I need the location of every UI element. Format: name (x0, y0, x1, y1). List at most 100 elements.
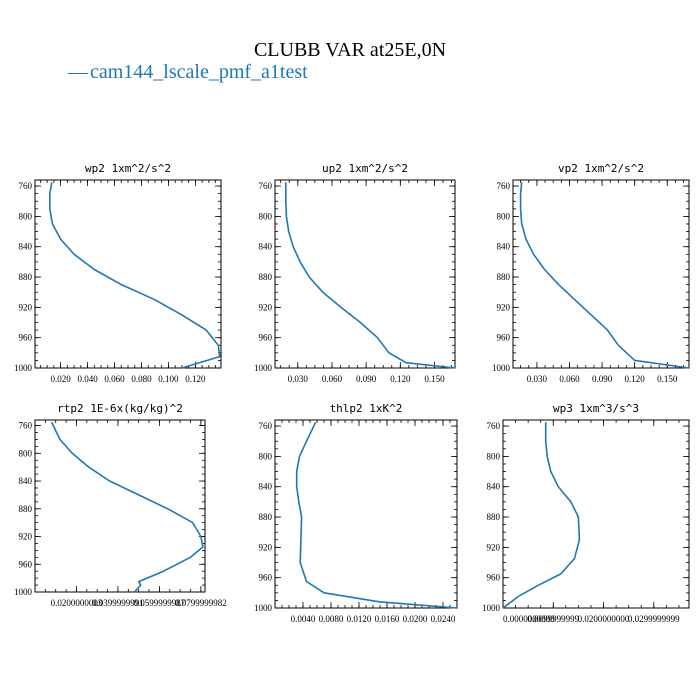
x-tick-label: 0.040 (77, 374, 98, 384)
plot-frame (512, 179, 690, 369)
y-tick-label: 840 (259, 482, 273, 492)
y-tick-label: 880 (487, 512, 501, 522)
x-tick-label: 0.0000000000 (503, 614, 555, 624)
y-tick-label: 1000 (482, 603, 501, 613)
legend: — cam144_lscale_pmf_a1test (67, 61, 308, 83)
plot-frame (274, 419, 458, 609)
x-tick-label: 0.0040 (291, 614, 316, 624)
y-tick-label: 800 (259, 451, 273, 461)
x-tick-label: 0.150 (424, 374, 445, 384)
plot-frame (34, 419, 206, 593)
x-tick-label: 0.0080 (319, 614, 344, 624)
x-tick-label: 0.0120 (347, 614, 372, 624)
panel-5: thlp2 1xK^2 0.0040 0.0080 0.0120 0.0160 0.020… (254, 402, 458, 624)
x-tick-label: 0.0160 (375, 614, 400, 624)
x-tick-label: 0.060 (104, 374, 125, 384)
y-tick-label: 1000 (492, 363, 511, 373)
x-tick-label: 0.120 (185, 374, 206, 384)
y-tick-label: 920 (487, 542, 501, 552)
y-tick-label: 920 (259, 302, 273, 312)
y-tick-label: 840 (487, 482, 501, 492)
x-tick-label: 0.090 (356, 374, 377, 384)
y-tick-label: 760 (19, 421, 33, 431)
y-tick-label: 920 (497, 302, 511, 312)
y-tick-label: 960 (19, 333, 33, 343)
y-tick-label: 960 (19, 559, 33, 569)
panel-title: wp2 1xm^2/s^2 (85, 162, 171, 175)
y-tick-label: 760 (259, 181, 273, 191)
legend-label: cam144_lscale_pmf_a1test (90, 61, 308, 83)
y-tick-label: 1000 (254, 363, 273, 373)
panel-title: vp2 1xm^2/s^2 (558, 162, 644, 175)
x-tick-label: 0.0200 (403, 614, 428, 624)
plot-frame (274, 179, 456, 369)
x-tick-label: 0.020 (50, 374, 71, 384)
y-tick-label: 760 (487, 421, 501, 431)
x-tick-label: 0.060 (322, 374, 343, 384)
y-tick-label: 840 (19, 476, 33, 486)
y-tick-label: 800 (487, 451, 501, 461)
y-tick-label: 840 (19, 242, 33, 252)
y-tick-label: 960 (497, 333, 511, 343)
x-tick-label: 0.090 (592, 374, 613, 384)
panel-title: rtp2 1E-6x(kg/kg)^2 (57, 402, 183, 415)
y-tick-label: 800 (259, 211, 273, 221)
legend-symbol: — (67, 61, 89, 83)
y-tick-label: 840 (497, 242, 511, 252)
panel-4: rtp2 1E-6x(kg/kg)^2 0.02000000030.0399999… (14, 402, 227, 608)
series-line (502, 422, 581, 609)
x-tick-label: 0.030 (527, 374, 548, 384)
x-tick-label: 0.120 (390, 374, 411, 384)
x-tick-label: 0.030 (288, 374, 309, 384)
y-tick-label: 880 (497, 272, 511, 282)
x-tick-label: 0.0799999982 (175, 598, 227, 608)
x-tick-label: 0.100 (158, 374, 179, 384)
y-tick-label: 760 (19, 181, 33, 191)
panel-6: wp3 1xm^3/s^30.00000000000.00999999990.0… (482, 402, 690, 624)
plot-frame (502, 419, 690, 609)
y-tick-label: 920 (19, 302, 33, 312)
panel-1: wp2 1xm^2/s^2 0.020 0.040 0.060 0.080 0.100 0.… (14, 162, 222, 384)
series-line (519, 182, 690, 369)
y-tick-label: 800 (497, 211, 511, 221)
y-tick-label: 1000 (14, 587, 33, 597)
x-tick-label: 0.120 (625, 374, 646, 384)
x-tick-label: 0.0299999999 (628, 614, 680, 624)
series-line (48, 182, 221, 369)
y-tick-label: 920 (259, 542, 273, 552)
panel-title: wp3 1xm^3/s^3 (553, 402, 639, 415)
y-tick-label: 760 (497, 181, 511, 191)
x-tick-label: 0.0200000003 (51, 598, 103, 608)
y-tick-label: 800 (19, 211, 33, 221)
series-line (295, 421, 458, 609)
x-tick-label: 0.0099999999 (527, 614, 579, 624)
y-tick-label: 1000 (254, 603, 273, 613)
x-tick-label: 0.0200000000 (578, 614, 630, 624)
y-tick-label: 760 (259, 421, 273, 431)
panel-grid: wp2 1xm^2/s^2 0.020 0.040 0.060 0.080 0.100 0.… (14, 162, 690, 624)
x-tick-label: 0.080 (131, 374, 152, 384)
y-tick-label: 880 (259, 272, 273, 282)
y-tick-label: 920 (19, 532, 33, 542)
y-tick-label: 880 (259, 512, 273, 522)
y-tick-label: 880 (19, 272, 33, 282)
y-tick-label: 800 (19, 448, 33, 458)
x-tick-label: 0.0599999987 (134, 598, 186, 608)
panel-title: thlp2 1xK^2 (330, 402, 403, 415)
panel-title: up2 1xm^2/s^2 (322, 162, 408, 175)
x-tick-label: 0.0240 (431, 614, 456, 624)
y-tick-label: 960 (259, 333, 273, 343)
y-tick-label: 960 (259, 573, 273, 583)
panel-3: vp2 1xm^2/s^2 0.030 0.060 0.090 0.120 0.150 76… (492, 162, 690, 384)
series-line (284, 182, 456, 369)
y-tick-label: 880 (19, 504, 33, 514)
figure-title: CLUBB VAR at25E,0N (254, 39, 446, 61)
panel-2: up2 1xm^2/s^2 0.030 0.060 0.090 0.120 0.150 76… (254, 162, 456, 384)
plot-frame (34, 179, 222, 369)
y-tick-label: 1000 (14, 363, 33, 373)
x-tick-label: 0.060 (559, 374, 580, 384)
x-tick-label: 0.150 (657, 374, 678, 384)
y-tick-label: 840 (259, 242, 273, 252)
y-tick-label: 960 (487, 573, 501, 583)
